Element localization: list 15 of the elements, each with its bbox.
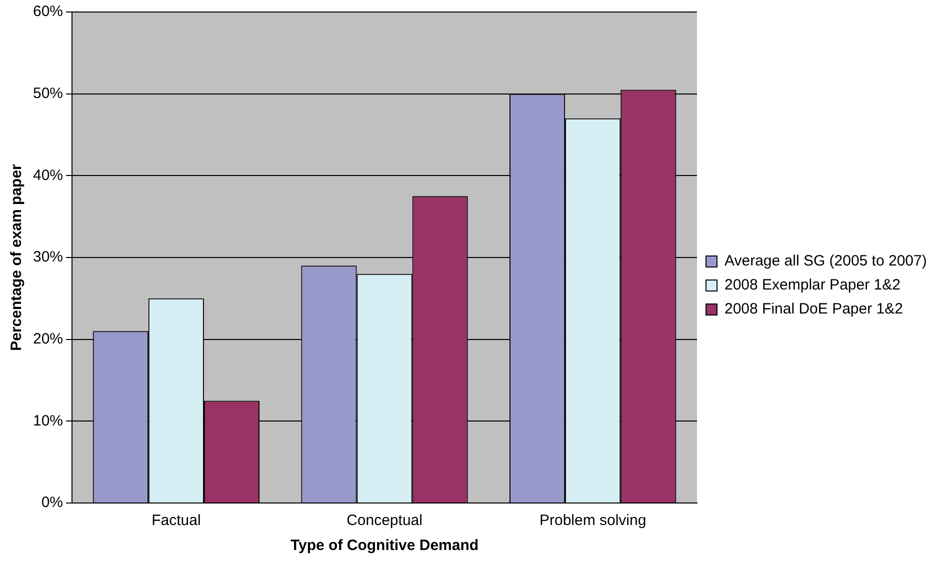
x-tick-label: Factual bbox=[152, 512, 201, 530]
x-axis-title: Type of Cognitive Demand bbox=[290, 537, 479, 554]
x-tick-label: Problem solving bbox=[539, 512, 646, 530]
y-tick-label: 30% bbox=[32, 248, 64, 266]
y-axis-title: Percentage of exam paper bbox=[8, 164, 26, 351]
y-tick-label: 60% bbox=[32, 3, 64, 20]
y-tick-label: 10% bbox=[32, 412, 64, 430]
legend-label: Average all SG (2005 to 2007) bbox=[724, 252, 927, 270]
x-tick-label: Conceptual bbox=[346, 512, 422, 530]
y-tick-label: 40% bbox=[32, 166, 64, 184]
y-tick-label: 50% bbox=[32, 84, 64, 102]
y-tick-label: 0% bbox=[41, 494, 64, 512]
legend-label: 2008 Final DoE Paper 1&2 bbox=[724, 300, 903, 318]
y-tick-label: 20% bbox=[32, 330, 64, 348]
legend-label: 2008 Exemplar Paper 1&2 bbox=[724, 276, 900, 294]
